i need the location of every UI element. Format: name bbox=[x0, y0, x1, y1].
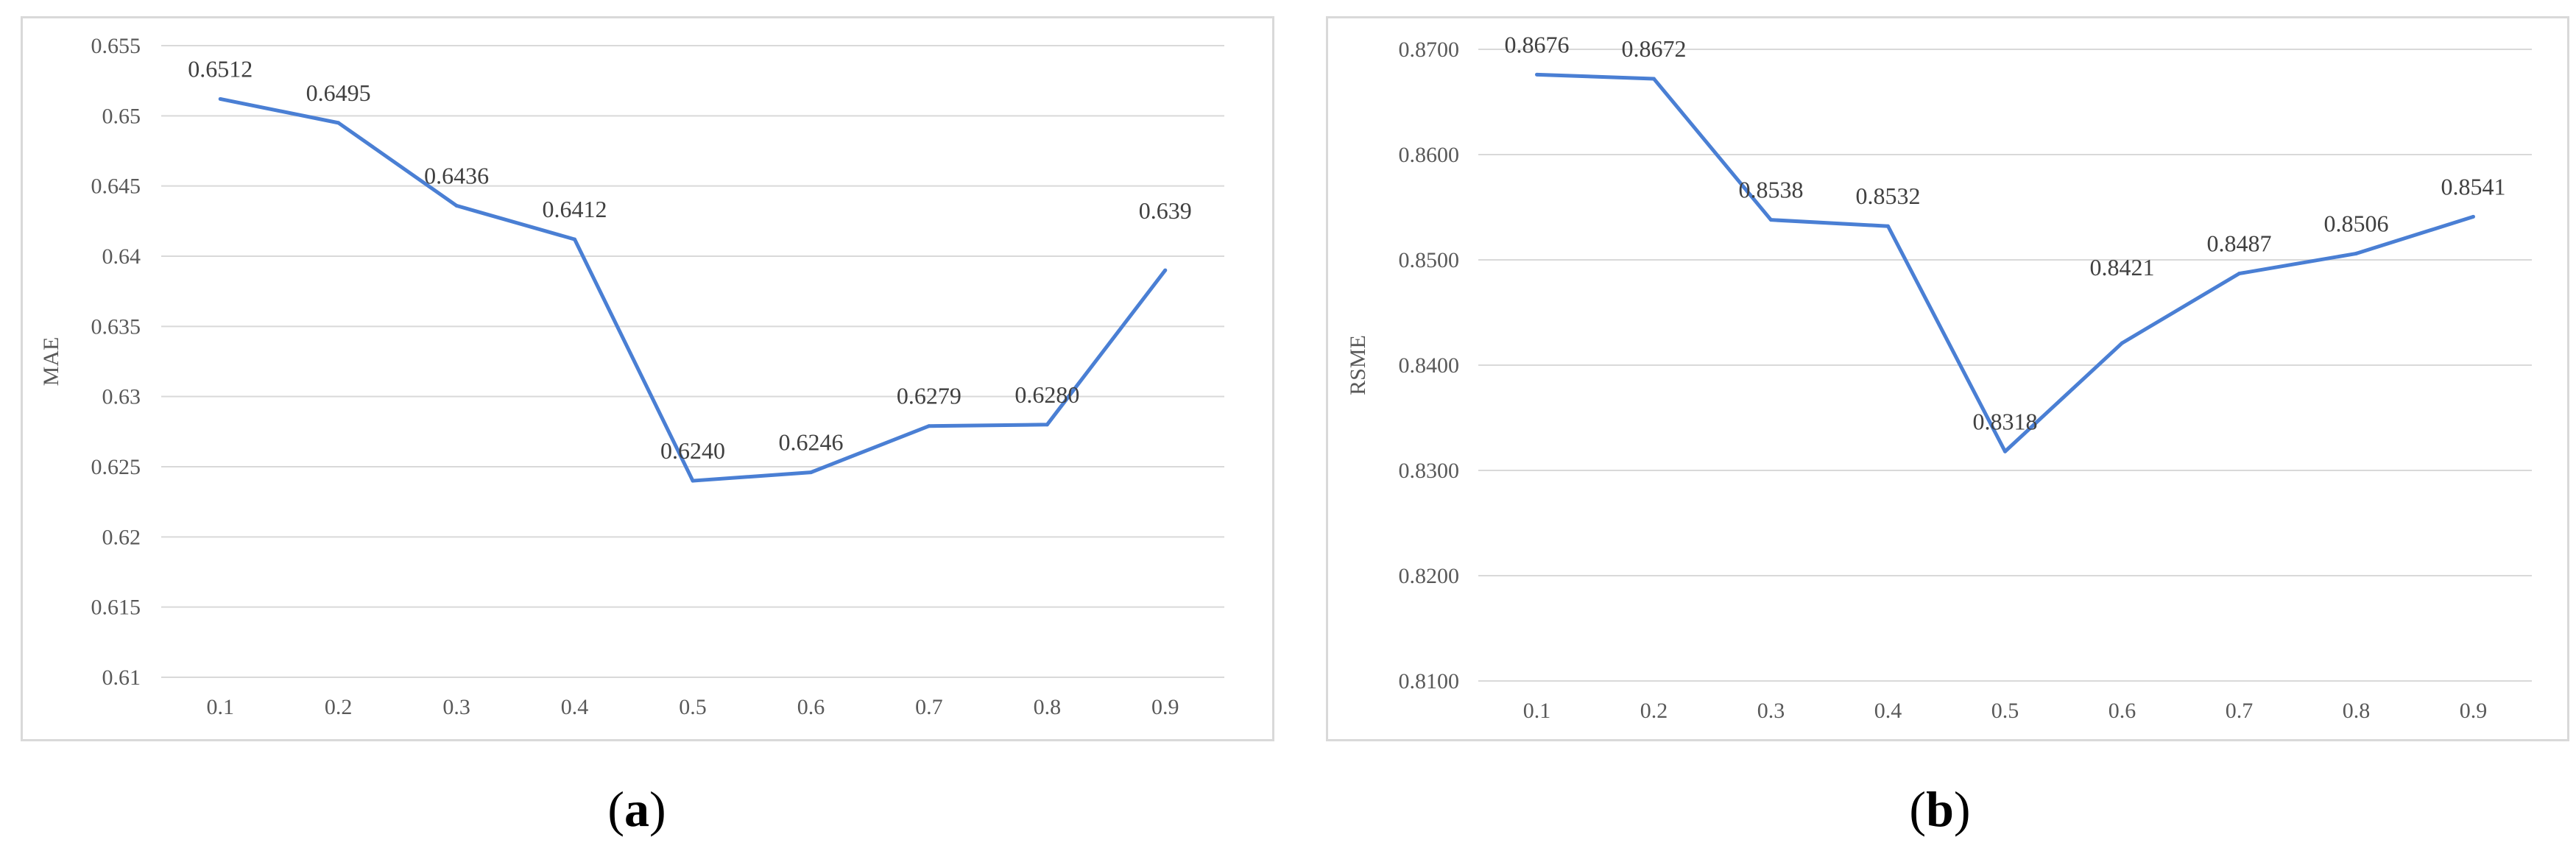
x-tick-label: 0.1 bbox=[206, 695, 234, 719]
y-tick-label: 0.615 bbox=[91, 596, 141, 620]
y-tick-label: 0.8700 bbox=[1399, 38, 1460, 62]
data-label: 0.6495 bbox=[306, 80, 371, 106]
data-point bbox=[1535, 72, 1539, 77]
data-label: 0.6246 bbox=[778, 429, 843, 456]
data-label: 0.8318 bbox=[1973, 408, 2038, 434]
x-tick-label: 0.4 bbox=[561, 695, 589, 719]
x-tick-label: 0.3 bbox=[1757, 699, 1785, 723]
y-tick-label: 0.65 bbox=[102, 104, 141, 128]
data-label: 0.8506 bbox=[2324, 210, 2389, 236]
data-point bbox=[1886, 224, 1890, 228]
y-tick-label: 0.8500 bbox=[1399, 248, 1460, 272]
data-label: 0.8541 bbox=[2441, 173, 2506, 200]
data-point bbox=[454, 203, 459, 208]
data-label: 0.6280 bbox=[1014, 381, 1079, 408]
data-label: 0.8532 bbox=[1856, 183, 1921, 209]
x-tick-label: 0.7 bbox=[2226, 699, 2254, 723]
data-point bbox=[927, 424, 931, 428]
data-label: 0.6279 bbox=[897, 383, 961, 409]
data-point bbox=[2354, 251, 2358, 255]
x-tick-label: 0.3 bbox=[442, 695, 470, 719]
y-tick-label: 0.645 bbox=[91, 174, 141, 199]
data-label: 0.8421 bbox=[2090, 254, 2155, 280]
y-tick-label: 0.63 bbox=[102, 385, 141, 409]
y-tick-label: 0.61 bbox=[102, 665, 141, 690]
data-point bbox=[1163, 268, 1168, 272]
data-point bbox=[218, 96, 222, 101]
x-tick-label: 0.9 bbox=[2460, 699, 2488, 723]
caption-a: (a) bbox=[607, 781, 666, 837]
x-tick-label: 0.2 bbox=[1640, 699, 1668, 723]
data-label: 0.8676 bbox=[1505, 31, 1570, 57]
caption-b-letter: b bbox=[1926, 781, 1954, 837]
caption-b: (b) bbox=[1909, 781, 1971, 837]
mae-line-chart: 0.61 0.615 0.62 0.625 0.63 0.635 0.64 0.645 0.65… bbox=[39, 34, 1224, 719]
x-tick-label: 0.5 bbox=[679, 695, 707, 719]
data-point bbox=[336, 121, 341, 125]
data-point bbox=[573, 237, 577, 241]
y-tick-label: 0.625 bbox=[91, 455, 141, 479]
y-tick-label: 0.8600 bbox=[1399, 143, 1460, 167]
data-point bbox=[691, 479, 695, 483]
y-axis-label: RSME bbox=[1346, 335, 1370, 395]
y-tick-label: 0.62 bbox=[102, 525, 141, 549]
series-line bbox=[1536, 72, 2474, 453]
data-point bbox=[1652, 77, 1656, 81]
data-label: 0.8672 bbox=[1622, 35, 1687, 62]
data-label: 0.8487 bbox=[2207, 230, 2272, 257]
x-tick-label: 0.7 bbox=[915, 695, 943, 719]
data-point bbox=[2237, 272, 2241, 276]
y-tick-label: 0.8300 bbox=[1399, 459, 1460, 483]
x-tick-label: 0.5 bbox=[1991, 699, 2019, 723]
x-tick-label: 0.8 bbox=[2343, 699, 2371, 723]
x-tick-label: 0.8 bbox=[1034, 695, 1062, 719]
data-point bbox=[2120, 341, 2124, 345]
series-line bbox=[219, 97, 1167, 483]
data-point bbox=[2003, 449, 2007, 453]
data-label: 0.6412 bbox=[543, 196, 607, 222]
x-tick-label: 0.4 bbox=[1874, 699, 1902, 723]
data-label: 0.6512 bbox=[188, 55, 253, 82]
data-point bbox=[808, 470, 813, 475]
y-tick-label: 0.8200 bbox=[1399, 564, 1460, 588]
x-tick-label: 0.6 bbox=[2109, 699, 2136, 723]
y-tick-label: 0.635 bbox=[91, 314, 141, 339]
y-tick-label: 0.8400 bbox=[1399, 353, 1460, 378]
y-axis-label: MAE bbox=[39, 337, 63, 386]
y-tick-label: 0.8100 bbox=[1399, 669, 1460, 693]
data-label: 0.6240 bbox=[660, 437, 725, 464]
y-tick-label: 0.64 bbox=[102, 244, 141, 269]
data-point bbox=[1769, 218, 1773, 222]
x-tick-label: 0.2 bbox=[325, 695, 353, 719]
x-tick-label: 0.1 bbox=[1523, 699, 1551, 723]
y-tick-label: 0.655 bbox=[91, 34, 141, 58]
data-label: 0.639 bbox=[1139, 197, 1192, 224]
data-point bbox=[2471, 214, 2475, 219]
chart-panel-b: 0.8100 0.8200 0.8300 0.8400 0.8500 0.8600 0.87… bbox=[1326, 16, 2569, 741]
data-label: 0.8538 bbox=[1739, 177, 1804, 203]
data-point bbox=[1045, 423, 1049, 427]
x-tick-label: 0.6 bbox=[797, 695, 825, 719]
caption-a-letter: a bbox=[624, 781, 649, 837]
rsme-line-chart: 0.8100 0.8200 0.8300 0.8400 0.8500 0.8600 0.87… bbox=[1346, 31, 2532, 723]
chart-panel-a: 0.61 0.615 0.62 0.625 0.63 0.635 0.64 0.645 0.65… bbox=[21, 16, 1274, 741]
data-label: 0.6436 bbox=[424, 162, 489, 188]
x-tick-label: 0.9 bbox=[1151, 695, 1179, 719]
